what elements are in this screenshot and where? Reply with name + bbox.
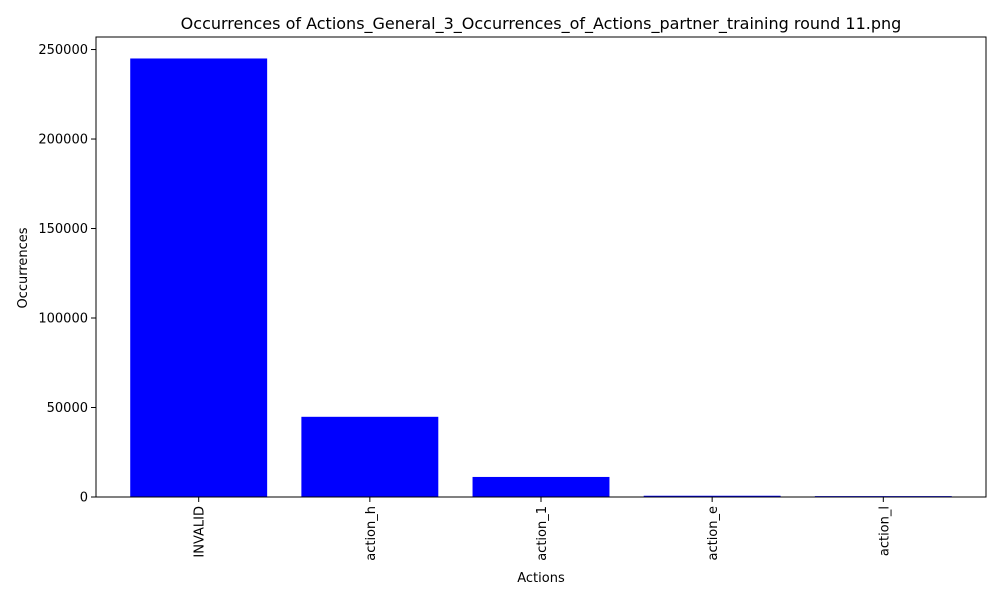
y-tick-label: 250000 — [38, 43, 88, 58]
y-tick-label: 50000 — [47, 401, 88, 416]
x-tick-label: action_e — [706, 506, 721, 561]
chart-title: Occurrences of Actions_General_3_Occurre… — [181, 14, 902, 34]
y-tick-label: 200000 — [38, 133, 88, 148]
plot-area: 0 50000 100000 150000 200000 250000 INVALID act… — [38, 36, 987, 561]
y-tick-label: 150000 — [38, 222, 88, 237]
y-tick-label: 100000 — [38, 312, 88, 327]
x-axis-label: Actions — [517, 571, 565, 586]
x-tick-label: action_h — [364, 506, 379, 561]
x-tick-label: action_1 — [535, 506, 550, 561]
y-tick-label: 0 — [80, 491, 88, 506]
bar-action_e — [643, 495, 781, 497]
bar-INVALID — [130, 58, 268, 497]
x-tick-label: INVALID — [193, 506, 208, 558]
bar-action_h — [301, 416, 439, 497]
x-tick-label: action_l — [877, 506, 892, 556]
y-axis-label: Occurrences — [16, 227, 31, 308]
bar-action_1 — [472, 476, 610, 497]
